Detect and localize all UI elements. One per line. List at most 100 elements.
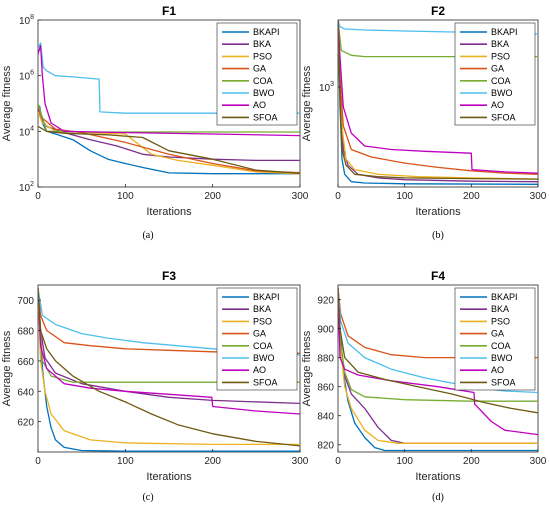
series-line-ao	[338, 287, 538, 436]
legend-label: SFOA	[491, 377, 516, 387]
y-tick-label: 640	[17, 387, 34, 398]
series-line-ga	[38, 287, 300, 354]
y-tick-label: 106	[19, 70, 34, 83]
panel-title: F3	[162, 269, 176, 283]
panel-title: F4	[431, 269, 445, 283]
y-tick-label: 920	[317, 296, 334, 307]
y-axis-label: Average fitness	[301, 65, 313, 141]
legend-label: AO	[253, 100, 266, 110]
y-tick-label: 103	[319, 81, 334, 94]
series-line-coa	[338, 20, 538, 58]
x-tick-label: 300	[530, 191, 547, 202]
legend-box	[454, 22, 536, 126]
panel-caption: (b)	[432, 230, 444, 241]
legend-box	[216, 22, 298, 126]
y-tick-exponent: 6	[30, 70, 34, 77]
y-tick-label: 104	[19, 125, 34, 138]
panel-caption: (c)	[142, 492, 153, 503]
legend-label: AO	[491, 100, 504, 110]
legend-label: BWO	[253, 353, 275, 363]
y-tick-label: 700	[17, 296, 34, 307]
y-tick-exponent: 2	[30, 181, 34, 188]
y-axis-label: Average fitness	[1, 330, 13, 406]
legend-label: PSO	[491, 51, 510, 61]
legend-label: BKAPI	[253, 27, 280, 37]
y-tick-label: 620	[17, 418, 34, 429]
series-line-sfoa	[338, 287, 538, 414]
y-tick-base: 10	[19, 183, 31, 194]
series-line-sfoa	[38, 287, 300, 447]
legend-label: BKAPI	[491, 292, 518, 302]
series-group	[338, 20, 538, 185]
legend: BKAPI BKA PSO GA COA BWO AO SFOA	[454, 22, 536, 126]
x-axis-label: Iterations	[415, 471, 461, 483]
series-line-pso	[38, 111, 300, 175]
x-tick-label: 0	[335, 456, 341, 467]
x-tick-label: 0	[335, 191, 341, 202]
y-tick-label: 880	[317, 354, 334, 365]
legend-label: GA	[253, 64, 266, 74]
x-axis-label: Iterations	[146, 471, 192, 483]
series-line-ga	[38, 105, 300, 174]
legend-label: PSO	[491, 316, 510, 326]
legend-label: SFOA	[253, 377, 278, 387]
x-axis-label: Iterations	[415, 206, 461, 218]
series-line-bkapi	[38, 105, 300, 175]
panel-caption: (d)	[432, 492, 444, 503]
legend-label: SFOA	[253, 112, 278, 122]
series-line-pso	[38, 287, 300, 446]
x-tick-label: 200	[204, 191, 221, 202]
legend-label: BKA	[491, 39, 509, 49]
legend-label: PSO	[253, 316, 272, 326]
legend-label: PSO	[253, 51, 272, 61]
series-line-sfoa	[38, 125, 300, 174]
y-axis-label: Average fitness	[1, 65, 13, 141]
x-tick-label: 300	[292, 456, 309, 467]
legend-label: BKAPI	[253, 292, 280, 302]
chart-panel-f4: 0 100 200 300 820 840 860 880 900 920 F4 Iterations…	[301, 269, 547, 503]
legend-label: AO	[253, 365, 266, 375]
series-line-coa	[338, 287, 538, 402]
panel-title: F1	[162, 4, 176, 18]
legend: BKAPI BKA PSO GA COA BWO AO SFOA	[216, 22, 298, 126]
y-tick-label: 860	[317, 383, 334, 394]
legend-label: GA	[253, 329, 266, 339]
x-axis-label: Iterations	[146, 206, 192, 218]
legend-label: SFOA	[491, 112, 516, 122]
y-axis-label: Average fitness	[301, 330, 313, 406]
legend: BKAPI BKA PSO GA COA BWO AO SFOA	[454, 287, 536, 391]
x-tick-label: 100	[396, 456, 413, 467]
x-tick-label: 200	[463, 456, 480, 467]
chart-panel-f3: 0 100 200 300 620 640 660 680 700 F3 Iterations Ave…	[1, 269, 309, 503]
x-tick-label: 200	[204, 456, 221, 467]
legend-label: BWO	[491, 353, 513, 363]
legend-label: COA	[253, 76, 273, 86]
panel-title: F2	[431, 4, 445, 18]
series-line-ga	[338, 20, 538, 175]
legend-label: COA	[491, 76, 511, 86]
y-tick-label: 820	[317, 441, 334, 452]
chart-panel-f2: 0 100 200 300 103 F2 Iterations Average fitness…	[301, 4, 547, 241]
y-tick-exponent: 4	[30, 125, 34, 132]
y-tick-exponent: 8	[30, 14, 34, 21]
x-tick-label: 100	[396, 191, 413, 202]
x-tick-label: 300	[530, 456, 547, 467]
legend-label: BKA	[253, 39, 271, 49]
y-tick-label: 840	[317, 412, 334, 423]
x-tick-label: 0	[35, 456, 41, 467]
series-group	[38, 42, 300, 175]
y-tick-base: 10	[19, 72, 31, 83]
legend-label: BWO	[491, 88, 513, 98]
y-tick-base: 10	[319, 83, 331, 94]
legend-label: BWO	[253, 88, 275, 98]
series-line-bka	[38, 287, 300, 405]
y-tick-base: 10	[19, 16, 31, 27]
y-tick-label: 108	[19, 14, 34, 27]
legend-label: COA	[491, 341, 511, 351]
y-tick-label: 102	[19, 181, 34, 194]
y-tick-base: 10	[19, 127, 31, 138]
x-tick-label: 200	[463, 191, 480, 202]
legend-label: GA	[491, 64, 504, 74]
